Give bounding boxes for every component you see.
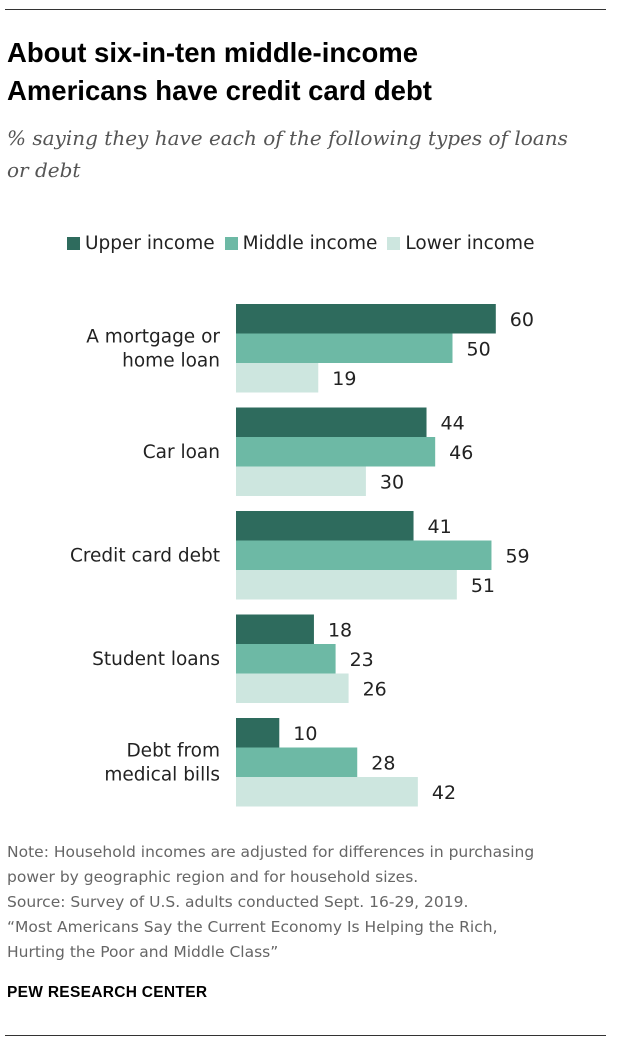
value-label-credit-card-debt-middle-income: 59	[505, 545, 529, 567]
legend-label-upper-income: Upper income	[85, 232, 215, 254]
value-label-student-loans-middle-income: 23	[350, 649, 374, 671]
bar-car-loan-upper-income	[236, 407, 427, 437]
bar-a-mortgage-or-home-loan-middle-income	[236, 333, 453, 363]
legend-swatch-upper-income	[67, 236, 80, 250]
bar-credit-card-debt-lower-income	[236, 570, 457, 600]
bar-debt-from-medical-bills-upper-income	[236, 718, 280, 748]
chart-subtitle: % saying they have each of the following…	[7, 122, 607, 186]
value-label-student-loans-upper-income: 18	[328, 619, 352, 641]
top-rule	[5, 9, 606, 10]
chart-subtitle-line-2: or debt	[7, 158, 81, 182]
legend-item-middle-income: Middle income	[224, 232, 378, 254]
bar-credit-card-debt-upper-income	[236, 511, 414, 541]
note-line-1: Note: Household incomes are adjusted for…	[7, 843, 535, 861]
category-label-student-loans: Student loans	[92, 649, 220, 670]
bar-a-mortgage-or-home-loan-lower-income	[236, 363, 319, 393]
legend-label-middle-income: Middle income	[242, 232, 378, 254]
value-label-debt-from-medical-bills-upper-income: 10	[293, 723, 317, 745]
legend-swatch-middle-income	[224, 236, 238, 250]
category-label-debt-from-medical-bills: Debt from medical bills	[104, 740, 220, 785]
chart-title-line-1: About six-in-ten middle-income	[7, 37, 418, 68]
value-label-car-loan-lower-income: 30	[380, 471, 404, 493]
bar-debt-from-medical-bills-lower-income	[236, 777, 418, 807]
legend-label-lower-income: Lower income	[405, 232, 535, 254]
chart-title-line-2: Americans have credit card debt	[7, 75, 432, 106]
category-label-car-loan: Car loan	[143, 442, 220, 463]
brand-name: PEW RESEARCH CENTER	[7, 984, 208, 1001]
source-line-3: Hurting the Poor and Middle Class”	[7, 943, 279, 961]
category-label-a-mortgage-or-home-loan: A mortgage or home loan	[86, 326, 220, 371]
value-label-credit-card-debt-lower-income: 51	[471, 575, 495, 597]
chart-legend: Upper income Middle income Lower income	[67, 229, 544, 257]
bar-debt-from-medical-bills-middle-income	[236, 747, 358, 777]
value-label-car-loan-upper-income: 44	[441, 412, 465, 434]
value-label-a-mortgage-or-home-loan-lower-income: 19	[332, 368, 356, 390]
bar-student-loans-upper-income	[236, 614, 314, 644]
value-label-a-mortgage-or-home-loan-middle-income: 50	[467, 338, 491, 360]
legend-item-upper-income: Upper income	[67, 233, 215, 254]
source-line-2: “Most Americans Say the Current Economy …	[7, 918, 498, 936]
value-label-debt-from-medical-bills-middle-income: 28	[371, 752, 395, 774]
chart-notes: Note: Household incomes are adjusted for…	[7, 840, 617, 965]
bottom-rule	[5, 1035, 606, 1036]
value-label-credit-card-debt-upper-income: 41	[428, 516, 452, 538]
bar-chart: A mortgage or home loan 60 50 19 Car loan 44 46…	[70, 304, 534, 807]
chart-title: About six-in-ten middle-income Americans…	[7, 34, 607, 110]
legend-swatch-lower-income	[387, 236, 401, 250]
value-label-car-loan-middle-income: 46	[449, 442, 473, 464]
legend-item-lower-income: Lower income	[387, 233, 534, 254]
source-line-1: Source: Survey of U.S. adults conducted …	[7, 893, 469, 911]
chart-subtitle-line-1: % saying they have each of the following…	[7, 126, 568, 150]
note-line-2: power by geographic region and for house…	[7, 868, 419, 886]
bar-credit-card-debt-middle-income	[236, 540, 492, 570]
bar-student-loans-middle-income	[236, 644, 336, 674]
value-label-debt-from-medical-bills-lower-income: 42	[432, 782, 456, 804]
bar-a-mortgage-or-home-loan-upper-income	[236, 304, 496, 334]
bar-student-loans-lower-income	[236, 673, 349, 703]
bar-car-loan-middle-income	[236, 437, 436, 467]
bar-car-loan-lower-income	[236, 466, 366, 496]
value-label-a-mortgage-or-home-loan-upper-income: 60	[510, 309, 534, 331]
value-label-student-loans-lower-income: 26	[363, 678, 387, 700]
category-label-credit-card-debt: Credit card debt	[70, 545, 220, 566]
